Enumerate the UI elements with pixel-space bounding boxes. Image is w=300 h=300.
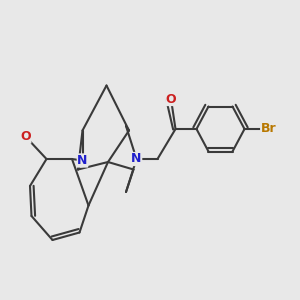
Text: Br: Br [261, 122, 276, 136]
Text: O: O [166, 92, 176, 106]
Text: O: O [20, 130, 31, 143]
Text: N: N [77, 154, 88, 167]
Text: N: N [131, 152, 142, 166]
